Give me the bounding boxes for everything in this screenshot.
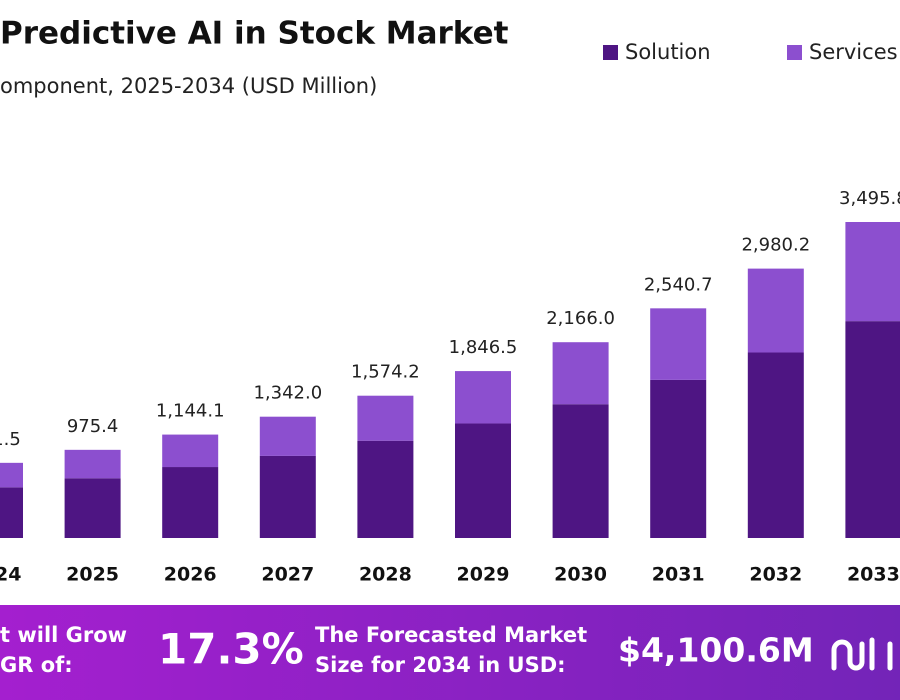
total-label: 1,846.5 [449, 337, 518, 358]
bar-segment [845, 222, 900, 322]
total-label: 2,980.2 [741, 235, 810, 256]
total-label: 3,495.8 [839, 188, 900, 209]
total-label: 1,574.2 [351, 362, 420, 383]
total-label: 831.5 [0, 429, 21, 450]
x-tick-label: 2033 [847, 564, 900, 586]
legend-swatch [603, 45, 618, 60]
chart-subtitle: omponent, 2025-2034 (USD Million) [0, 74, 377, 98]
x-tick-label: 2030 [554, 564, 607, 586]
bar-segment [357, 440, 414, 538]
bar-segment [747, 352, 804, 538]
bar-segment [650, 308, 707, 380]
total-label: 2,166.0 [546, 308, 615, 329]
x-tick-label: 2024 [0, 564, 21, 586]
total-label: 2,540.7 [644, 274, 713, 295]
bar-segment [747, 268, 804, 353]
chart-title: Predictive AI in Stock Market [0, 16, 509, 52]
legend-swatch [787, 45, 802, 60]
bar-segment [64, 478, 121, 538]
banner-cagr: 17.3% [158, 625, 304, 674]
x-tick-label: 2027 [261, 564, 314, 586]
x-tick-label: 2025 [66, 564, 119, 586]
banner-forecast: $4,100.6M [618, 631, 814, 670]
x-tick-label: 2026 [164, 564, 217, 586]
bar-segment [455, 371, 511, 424]
banner [0, 605, 900, 700]
bar-segment [650, 379, 707, 538]
bar-segment [259, 416, 316, 456]
bar-segment [455, 423, 511, 538]
bar-segment [0, 462, 23, 488]
bar-segment [64, 449, 121, 479]
banner-text: Size for 2034 in USD: [315, 653, 566, 677]
bar-segment [357, 395, 414, 441]
total-label: 1,144.1 [156, 401, 225, 422]
banner-text: t will Grow [0, 623, 127, 647]
total-label: 975.4 [67, 416, 119, 437]
bar-segment [552, 342, 609, 405]
bar-segment [845, 321, 900, 538]
banner-text: The Forecasted Market [315, 623, 587, 647]
bar-segment [552, 404, 609, 538]
logo [831, 637, 893, 671]
banner-text: GR of: [0, 653, 73, 677]
bar-segment [162, 434, 219, 468]
bar-segment [162, 467, 219, 538]
x-tick-label: 2031 [652, 564, 705, 586]
x-tick-label: 2028 [359, 564, 412, 586]
x-tick-label: 2032 [749, 564, 802, 586]
bar-segment [0, 487, 23, 538]
legend-label: Services [809, 40, 898, 64]
bar-segment [259, 455, 316, 538]
total-label: 1,342.0 [253, 383, 322, 404]
x-tick-label: 2029 [457, 564, 510, 586]
legend-label: Solution [625, 40, 711, 64]
